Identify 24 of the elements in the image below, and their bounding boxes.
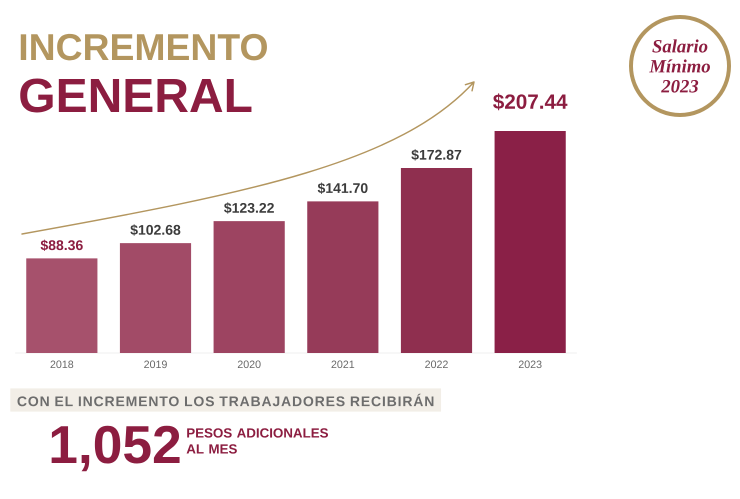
bar: [26, 258, 98, 353]
bar: [214, 221, 285, 353]
x-tick-label: 2020: [238, 360, 261, 368]
data-label: $102.68: [130, 224, 180, 236]
text: 1,052: [52, 426, 180, 472]
x-tick-label: 2023: [518, 360, 542, 368]
x-tick-label: 2019: [144, 360, 167, 368]
chart-subtitle: GENERAL: [20, 78, 252, 112]
chart-title: INCREMENTO: [20, 34, 267, 60]
text: Salario Mínimo 2023: [649, 39, 710, 93]
bar: [120, 243, 192, 353]
text: CON EL INCREMENTO LOS TRABAJADORES RECIBIRÁN: [18, 394, 434, 406]
text: PESOS ADICIONALES AL MES: [186, 428, 328, 454]
bar: [494, 130, 566, 353]
data-label: $141.70: [318, 182, 368, 194]
x-tick-label: 2021: [332, 360, 354, 368]
x-tick-label: 2018: [50, 360, 74, 368]
bar: [307, 201, 378, 353]
data-label: $123.22: [224, 202, 274, 214]
x-tick-label: 2022: [425, 360, 448, 368]
data-label: $88.36: [40, 240, 83, 252]
data-label: $172.87: [411, 149, 462, 161]
bar: [400, 168, 472, 353]
data-label: $207.44: [493, 93, 568, 110]
